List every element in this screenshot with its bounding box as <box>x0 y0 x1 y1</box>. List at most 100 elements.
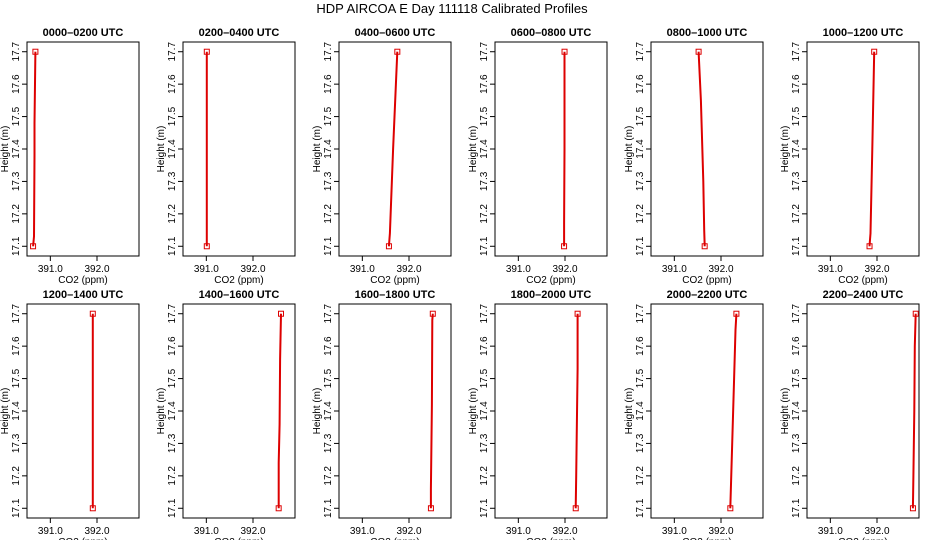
x-tick-label: 392.0 <box>864 264 889 275</box>
figure-title: HDP AIRCOA E Day 111118 Calibrated Profi… <box>316 1 588 16</box>
profile-point <box>701 243 708 250</box>
plot-frame <box>650 303 764 519</box>
y-tick-label: 17.7 <box>323 42 334 62</box>
y-tick-label: 17.2 <box>479 466 490 486</box>
y-axis-label: Height (m) <box>0 126 11 173</box>
y-tick-label: 17.2 <box>167 204 178 224</box>
y-tick-label: 17.5 <box>479 368 490 388</box>
y-tick-label: 17.5 <box>11 106 22 126</box>
y-tick-label: 17.5 <box>167 106 178 126</box>
y-tick-label: 17.7 <box>479 304 490 324</box>
y-tick-label: 17.3 <box>479 171 490 191</box>
y-tick-label: 17.2 <box>479 204 490 224</box>
x-axis-label: CO2 (ppm) <box>214 275 263 286</box>
y-tick-label: 17.6 <box>11 336 22 356</box>
panel-title: 1600–1800 UTC <box>355 289 436 301</box>
profile-point <box>733 310 740 317</box>
x-tick-label: 391.0 <box>38 526 63 537</box>
x-tick-label: 392.0 <box>552 526 577 537</box>
profile-point <box>909 505 916 512</box>
y-tick-label: 17.4 <box>323 401 334 421</box>
y-tick-label: 17.6 <box>791 336 802 356</box>
x-tick-label: 392.0 <box>708 526 733 537</box>
plot-frame <box>338 303 452 519</box>
y-axis-label: Height (m) <box>156 388 167 435</box>
profile-line <box>429 313 434 509</box>
y-tick-label: 17.4 <box>791 401 802 421</box>
profile-line <box>277 313 282 509</box>
y-tick-label: 17.6 <box>479 74 490 94</box>
x-axis-label: CO2 (ppm) <box>838 275 887 286</box>
y-axis-label: Height (m) <box>624 388 635 435</box>
x-axis-label: CO2 (ppm) <box>370 275 419 286</box>
profile-point <box>561 243 568 250</box>
y-tick-label: 17.4 <box>791 139 802 159</box>
panel-title: 0000–0200 UTC <box>43 27 124 39</box>
y-tick-label: 17.3 <box>323 433 334 453</box>
y-tick-label: 17.6 <box>323 74 334 94</box>
x-axis-label: CO2 (ppm) <box>682 537 731 540</box>
x-tick-label: 391.0 <box>194 264 219 275</box>
y-tick-label: 17.4 <box>167 401 178 421</box>
plot-frame <box>26 41 140 257</box>
y-tick-label: 17.2 <box>791 204 802 224</box>
y-tick-label: 17.4 <box>479 139 490 159</box>
plot-frame <box>806 303 920 519</box>
y-tick-label: 17.7 <box>11 42 22 62</box>
y-axis-label: Height (m) <box>312 126 323 173</box>
y-tick-label: 17.1 <box>791 236 802 256</box>
y-tick-label: 17.4 <box>11 401 22 421</box>
profile-point <box>203 243 210 250</box>
x-tick-label: 391.0 <box>350 264 375 275</box>
y-tick-label: 17.7 <box>635 42 646 62</box>
x-axis-label: CO2 (ppm) <box>214 537 263 540</box>
y-tick-label: 17.3 <box>791 433 802 453</box>
y-tick-label: 17.3 <box>791 171 802 191</box>
panel-title: 0600–0800 UTC <box>511 27 592 39</box>
y-tick-label: 17.1 <box>635 498 646 518</box>
x-axis-label: CO2 (ppm) <box>682 275 731 286</box>
y-axis-label: Height (m) <box>468 388 479 435</box>
panel-title: 2200–2400 UTC <box>823 289 904 301</box>
profile-point <box>871 48 878 55</box>
profile-point <box>912 310 919 317</box>
profile-line <box>911 313 917 509</box>
x-axis-label: CO2 (ppm) <box>370 537 419 540</box>
panel-title: 1800–2000 UTC <box>511 289 592 301</box>
profile-line <box>574 313 579 509</box>
y-tick-label: 17.2 <box>635 204 646 224</box>
panel-title: 0800–1000 UTC <box>667 27 748 39</box>
y-tick-label: 17.7 <box>167 42 178 62</box>
y-tick-label: 17.2 <box>635 466 646 486</box>
x-tick-label: 392.0 <box>864 526 889 537</box>
y-tick-label: 17.4 <box>479 401 490 421</box>
profile-point <box>727 505 734 512</box>
y-tick-label: 17.7 <box>635 304 646 324</box>
y-tick-label: 17.3 <box>167 433 178 453</box>
x-tick-label: 392.0 <box>396 526 421 537</box>
y-tick-label: 17.5 <box>167 368 178 388</box>
y-tick-label: 17.1 <box>167 236 178 256</box>
x-tick-label: 391.0 <box>506 526 531 537</box>
y-axis-label: Height (m) <box>0 388 11 435</box>
y-tick-label: 17.7 <box>323 304 334 324</box>
y-tick-label: 17.1 <box>323 236 334 256</box>
y-tick-label: 17.5 <box>323 106 334 126</box>
profile-point <box>89 310 96 317</box>
profile-line <box>387 51 399 247</box>
profile-line <box>868 51 876 247</box>
y-tick-label: 17.5 <box>635 368 646 388</box>
plot-frame <box>494 41 608 257</box>
y-tick-label: 17.3 <box>11 171 22 191</box>
y-tick-label: 17.6 <box>167 74 178 94</box>
profile-line <box>32 51 37 247</box>
profile-point <box>561 48 568 55</box>
y-tick-label: 17.7 <box>479 42 490 62</box>
x-tick-label: 391.0 <box>818 264 843 275</box>
